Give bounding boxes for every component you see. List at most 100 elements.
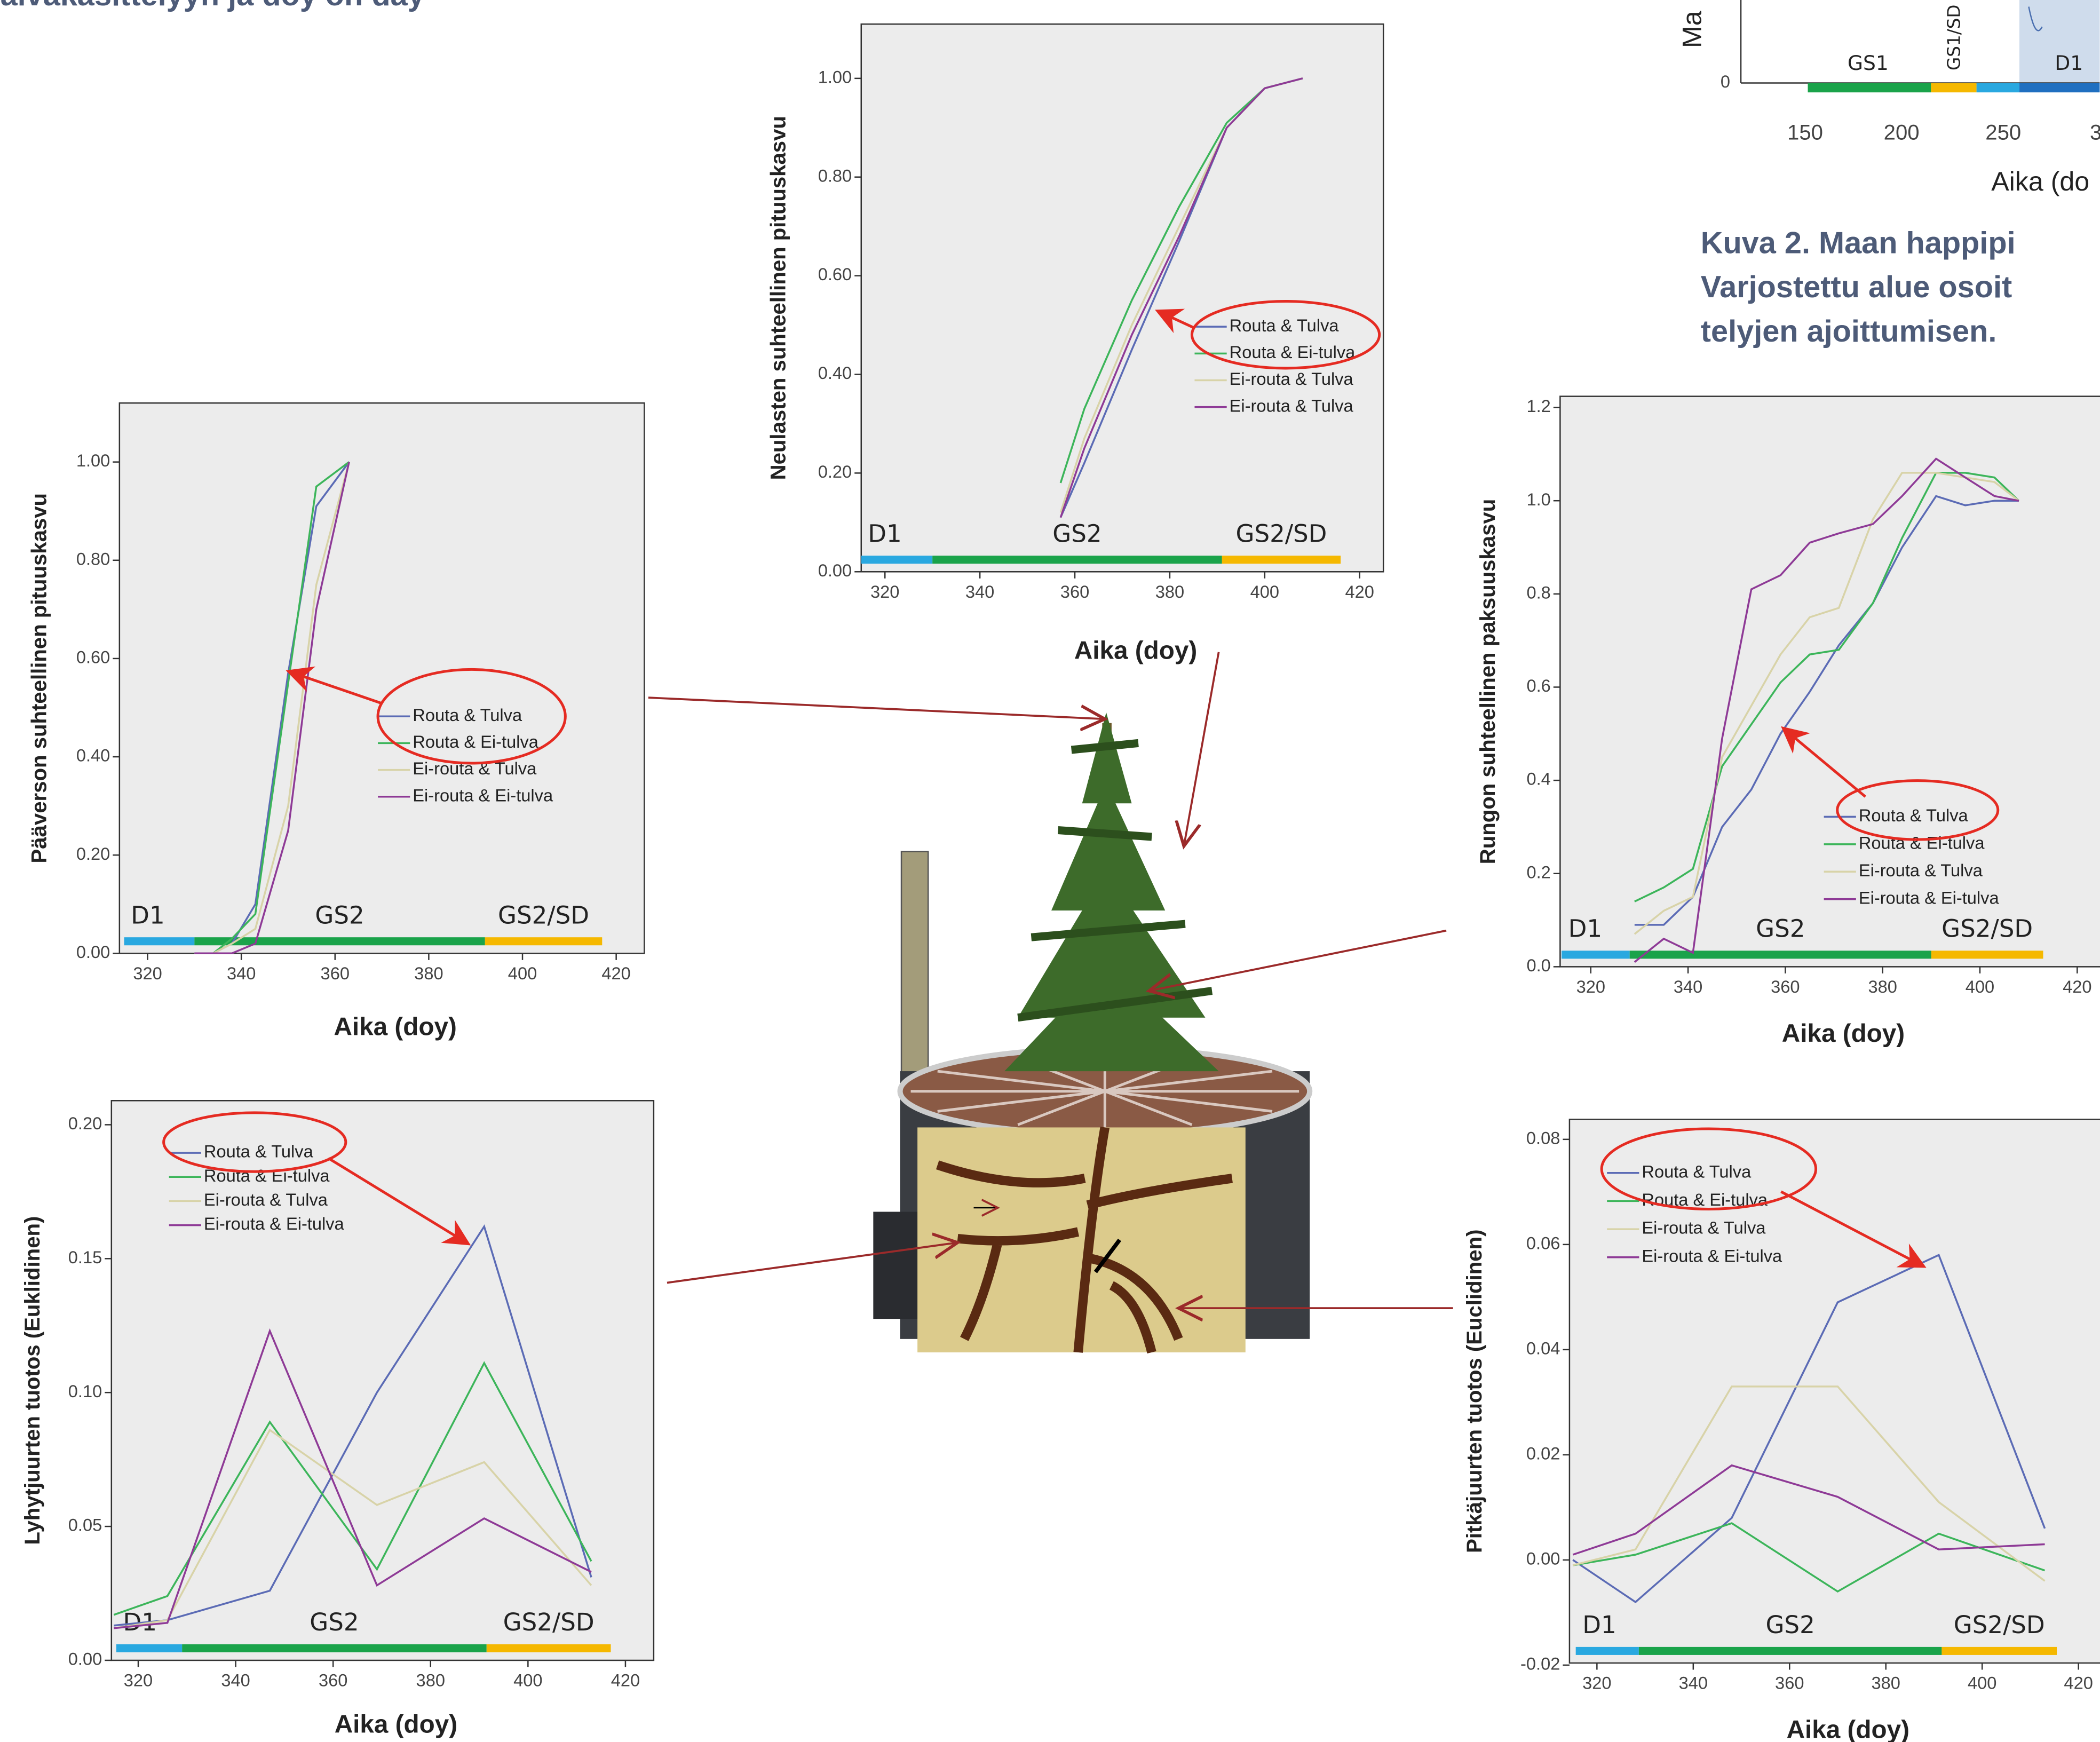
legend-label: Ei-routa & Ei-tulva: [1642, 1246, 1782, 1265]
legend-label: Ei-routa & Tulva: [204, 1190, 328, 1209]
legend-label: Ei-routa & Ei-tulva: [204, 1214, 345, 1233]
y-tick-label: 0.60: [818, 264, 852, 284]
phase-label: D1: [1582, 1611, 1616, 1639]
y-tick-label: 0.00: [1526, 1549, 1560, 1569]
y-tick-label: 0.6: [1526, 676, 1550, 695]
x-tick-label: 320: [1576, 977, 1605, 996]
y-tick-label: 0.02: [1526, 1443, 1560, 1463]
y-axis-label: Rungon suhteellinen paksuuskasvu: [1476, 499, 1500, 865]
phase-label: D1: [868, 520, 901, 548]
x-axis-label: Aika (doy): [334, 1012, 456, 1041]
phase-label: GS1: [1848, 51, 1889, 75]
y-axis-label: Lyhytjuurten tuotos (Euklidinen): [20, 1216, 44, 1545]
x-label: Aika (do: [1991, 167, 2089, 196]
legend-label: Ei-routa & Tulva: [413, 758, 537, 778]
phase-bar: [485, 937, 603, 945]
y-tick-label: 0.40: [76, 746, 110, 765]
y-tick-label: 0.06: [1526, 1233, 1560, 1253]
y-tick-label: 0.05: [68, 1515, 102, 1535]
x-tick-label: 400: [513, 1670, 542, 1690]
x-axis-label: Aika (doy): [1782, 1019, 1905, 1048]
y-axis-label: Pitkäjuurten tuotos (Euclidinen): [1462, 1230, 1486, 1553]
phase-bar: [194, 937, 485, 945]
x-tick-label: 400: [1968, 1673, 1996, 1693]
phase-label: D1: [2055, 51, 2083, 75]
phase-bar: [124, 937, 195, 945]
phase-bar: [1576, 1647, 1639, 1655]
x-tick-label: 420: [601, 963, 630, 983]
phase-bar: [1222, 556, 1341, 564]
x-tick-label: 380: [1155, 582, 1184, 601]
phase-bar: [861, 556, 932, 564]
y-tick-label: 0.20: [818, 462, 852, 481]
x-tick-label: 380: [414, 963, 443, 983]
y-tick-label: 0.00: [818, 560, 852, 580]
y-tick-label: 0.80: [76, 549, 110, 568]
y-tick-label: 0.10: [68, 1381, 102, 1401]
plot-area: [861, 24, 1383, 572]
phase-label: GS2/SD: [498, 901, 589, 930]
plot-area: [120, 403, 644, 953]
y-tick-label: 0.0: [1526, 955, 1550, 975]
x-tick-label: 250: [1985, 120, 2021, 144]
x-tick-label: 340: [227, 963, 256, 983]
y-tick-label: 0.04: [1526, 1338, 1560, 1358]
x-tick-label: 380: [1868, 977, 1897, 996]
phase-bar: [1630, 951, 1931, 959]
phase-bar: [182, 1644, 487, 1652]
phase-label: D1: [131, 901, 164, 930]
y-tick-label: 0.15: [68, 1247, 102, 1267]
x-tick-label: 340: [221, 1670, 250, 1690]
caption: Kuva 2. Maan happipi: [1701, 226, 2016, 260]
legend-label: Routa & Tulva: [204, 1142, 314, 1161]
legend-label: Routa & Tulva: [1230, 315, 1340, 335]
y-tick-label: 1.0: [1526, 489, 1550, 509]
x-tick-label: 360: [1771, 977, 1800, 996]
y-tick-label: 0: [1721, 72, 1730, 91]
phase-bar: [1562, 951, 1630, 959]
x-axis-label: Aika (doy): [1074, 636, 1197, 664]
phase-label: GS2: [1052, 520, 1101, 548]
x-tick-label: 340: [965, 582, 994, 601]
legend-label: Routa & Tulva: [1859, 805, 1969, 825]
phase-bar: [2019, 83, 2100, 93]
x-tick-label: 400: [508, 963, 537, 983]
caption: telyjen ajoittumisen.: [1701, 314, 1997, 349]
x-tick-label: 340: [1679, 1673, 1708, 1693]
phase-label: GS2/SD: [1941, 915, 2033, 943]
y-tick-label: 0.00: [76, 942, 110, 962]
phase-bar: [1977, 83, 2019, 93]
y-tick-label: 0.2: [1526, 862, 1550, 882]
legend-label: Ei-routa & Ei-tulva: [413, 785, 553, 805]
x-tick-label: 300: [2090, 120, 2100, 144]
y-tick-label: 1.2: [1526, 396, 1550, 416]
x-tick-label: 360: [1775, 1673, 1804, 1693]
y-tick-label: 0.60: [76, 647, 110, 667]
y-tick-label: 0.40: [818, 363, 852, 383]
x-tick-label: 360: [1060, 582, 1089, 601]
x-tick-label: 420: [2063, 977, 2091, 996]
y-tick-label: 1.00: [76, 450, 110, 470]
caption: Varjostettu alue osoit: [1701, 270, 2012, 304]
x-tick-label: 360: [321, 963, 350, 983]
page: {"header_text": "alvakäsittelyyn ja doy …: [0, 0, 2100, 1742]
phase-bar: [1931, 951, 2043, 959]
y-tick-label: 0.20: [76, 844, 110, 864]
y-tick-label: -0.02: [1520, 1654, 1560, 1674]
x-tick-label: 340: [1674, 977, 1702, 996]
phase-bar: [1941, 1647, 2057, 1655]
phase-label: D1: [1568, 915, 1602, 943]
x-tick-label: 320: [870, 582, 899, 601]
x-tick-label: 420: [1345, 582, 1374, 601]
legend-label: Ei-routa & Tulva: [1230, 369, 1354, 389]
plot-area: [1560, 397, 2100, 967]
phase-bar: [932, 556, 1222, 564]
x-axis-label: Aika (doy): [1787, 1716, 1909, 1742]
x-tick-label: 400: [1250, 582, 1279, 601]
x-tick-label: 320: [1582, 1673, 1611, 1693]
x-axis-label: Aika (doy): [335, 1710, 457, 1738]
y-axis-label: Pääverson suhteellinen pituuskasvu: [27, 493, 51, 864]
x-tick-label: 400: [1966, 977, 1994, 996]
phase-bar: [487, 1644, 611, 1652]
phase-label: GS2/SD: [1954, 1611, 2045, 1639]
